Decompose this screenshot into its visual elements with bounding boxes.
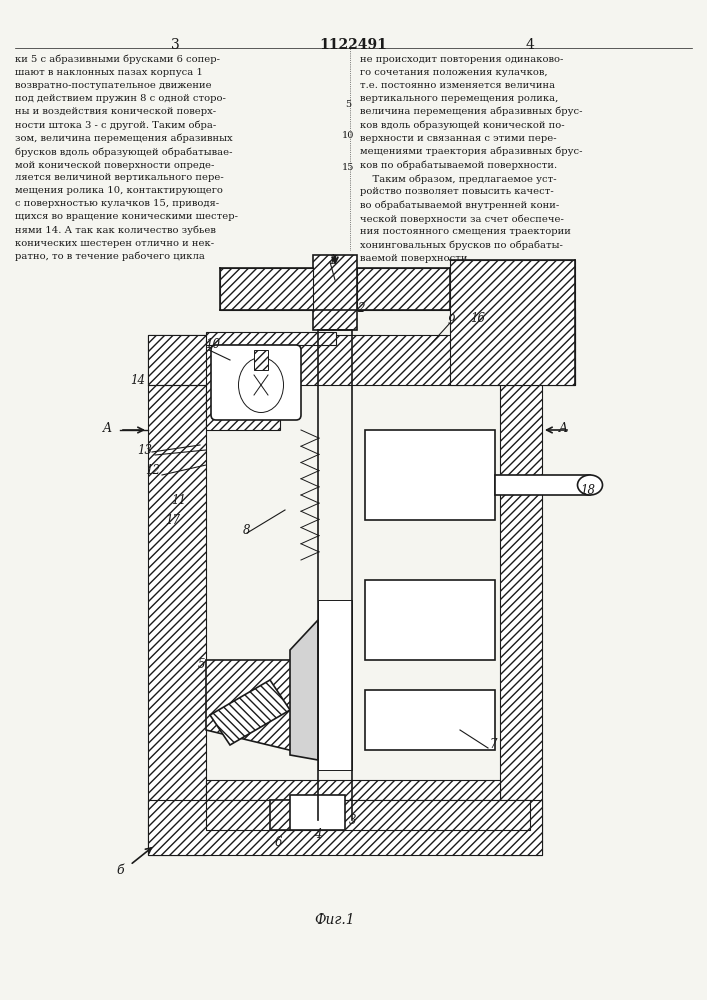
Polygon shape: [450, 260, 575, 385]
Polygon shape: [148, 335, 542, 385]
Text: 17: 17: [165, 514, 180, 526]
Text: 7: 7: [490, 738, 498, 752]
Bar: [495, 475, 590, 495]
Text: 16: 16: [470, 312, 485, 324]
Text: 18: 18: [580, 484, 595, 496]
Text: 8: 8: [243, 524, 250, 536]
Bar: [313, 255, 357, 330]
Ellipse shape: [238, 358, 284, 412]
Polygon shape: [220, 268, 313, 310]
Polygon shape: [206, 660, 310, 755]
Bar: [365, 580, 495, 660]
Text: 11: 11: [171, 493, 186, 506]
Polygon shape: [500, 335, 542, 855]
Text: 10: 10: [341, 131, 354, 140]
Text: б: б: [116, 863, 124, 876]
Text: 4: 4: [525, 38, 534, 52]
FancyBboxPatch shape: [211, 345, 301, 420]
Bar: [254, 350, 268, 370]
Bar: [270, 800, 335, 830]
Text: 14: 14: [130, 373, 145, 386]
Bar: [313, 255, 357, 330]
Text: 2: 2: [357, 302, 365, 314]
Text: 5: 5: [197, 658, 205, 672]
Polygon shape: [148, 800, 542, 855]
Text: 6: 6: [274, 836, 282, 848]
Bar: [365, 690, 495, 750]
Text: 12: 12: [145, 464, 160, 477]
Text: 15: 15: [341, 163, 354, 172]
Text: 4: 4: [314, 828, 322, 842]
Text: 9: 9: [448, 314, 455, 326]
Text: A: A: [559, 422, 568, 434]
Text: 13: 13: [137, 444, 152, 456]
Ellipse shape: [578, 475, 602, 495]
Polygon shape: [206, 780, 500, 800]
Text: 5: 5: [345, 100, 351, 109]
Polygon shape: [210, 680, 290, 745]
Polygon shape: [290, 620, 318, 760]
Text: ки 5 с абразивными брусками 6 сопер-
шают в наклонных пазах корпуса 1
возвратно-: ки 5 с абразивными брусками 6 сопер- шаю…: [15, 55, 238, 261]
Text: 10: 10: [205, 338, 220, 352]
Polygon shape: [206, 332, 336, 345]
Text: A: A: [103, 422, 112, 434]
Text: Фиг.1: Фиг.1: [315, 913, 356, 927]
Bar: [365, 430, 495, 520]
Text: 3: 3: [170, 38, 180, 52]
Bar: [290, 795, 345, 830]
Polygon shape: [206, 340, 280, 430]
Polygon shape: [148, 335, 206, 855]
Polygon shape: [206, 800, 530, 830]
Text: 1: 1: [328, 253, 336, 266]
Polygon shape: [357, 268, 450, 310]
Polygon shape: [318, 600, 352, 770]
Text: 1122491: 1122491: [319, 38, 387, 52]
Text: не происходит повторения одинаково-
го сочетания положения кулачков,
т.е. постоя: не происходит повторения одинаково- го с…: [360, 55, 583, 263]
Text: 3: 3: [349, 814, 357, 826]
Polygon shape: [542, 310, 575, 385]
